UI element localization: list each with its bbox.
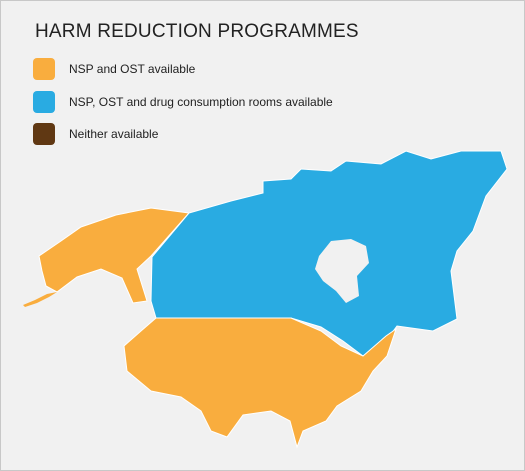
legend-swatch <box>33 58 55 80</box>
usa <box>123 317 397 449</box>
alaska <box>38 207 190 304</box>
aleutians <box>23 292 57 307</box>
legend-label: NSP, OST and drug consumption rooms avai… <box>69 95 333 109</box>
legend-label: NSP and OST available <box>69 62 196 76</box>
hudson-bay <box>315 239 369 303</box>
legend-label: Neither available <box>69 127 159 141</box>
legend-item: NSP and OST available <box>33 57 195 81</box>
map-title: HARM REDUCTION PROGRAMMES <box>35 21 359 42</box>
legend-swatch <box>33 123 55 145</box>
legend-item: Neither available <box>33 122 158 146</box>
legend-swatch <box>33 91 55 113</box>
legend-item: NSP, OST and drug consumption rooms avai… <box>33 90 333 114</box>
